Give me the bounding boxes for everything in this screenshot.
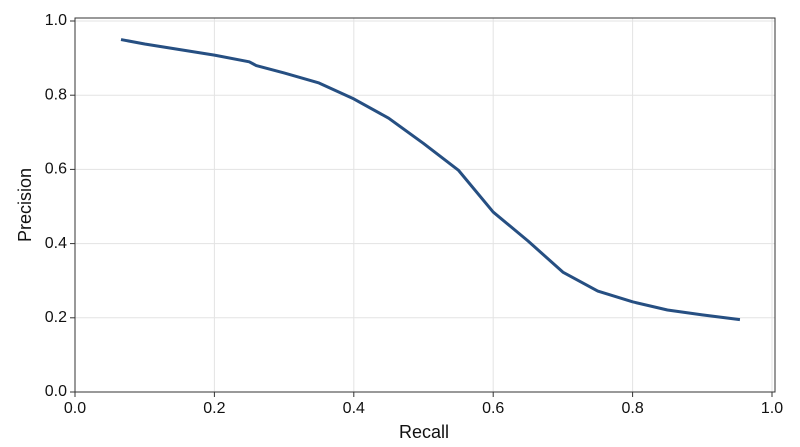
y-tick-label: 0.2 [45, 309, 67, 326]
y-tick-label: 0.0 [45, 383, 67, 400]
y-axis-label: Precision [15, 168, 35, 242]
x-tick-label: 0.8 [621, 400, 643, 417]
y-tick-label: 0.6 [45, 161, 67, 178]
y-tick-label: 0.4 [45, 235, 67, 252]
y-tick-label: 1.0 [45, 12, 67, 29]
x-tick-label: 0.0 [64, 400, 86, 417]
x-tick-label: 1.0 [761, 400, 783, 417]
x-axis-label: Recall [399, 422, 449, 442]
plot-frame [74, 17, 776, 393]
x-tick-label: 0.2 [203, 400, 225, 417]
y-tick-label: 0.8 [45, 86, 67, 103]
x-tick-label: 0.6 [482, 400, 504, 417]
x-tick-label: 0.4 [343, 400, 365, 417]
pr-curve [120, 38, 741, 322]
